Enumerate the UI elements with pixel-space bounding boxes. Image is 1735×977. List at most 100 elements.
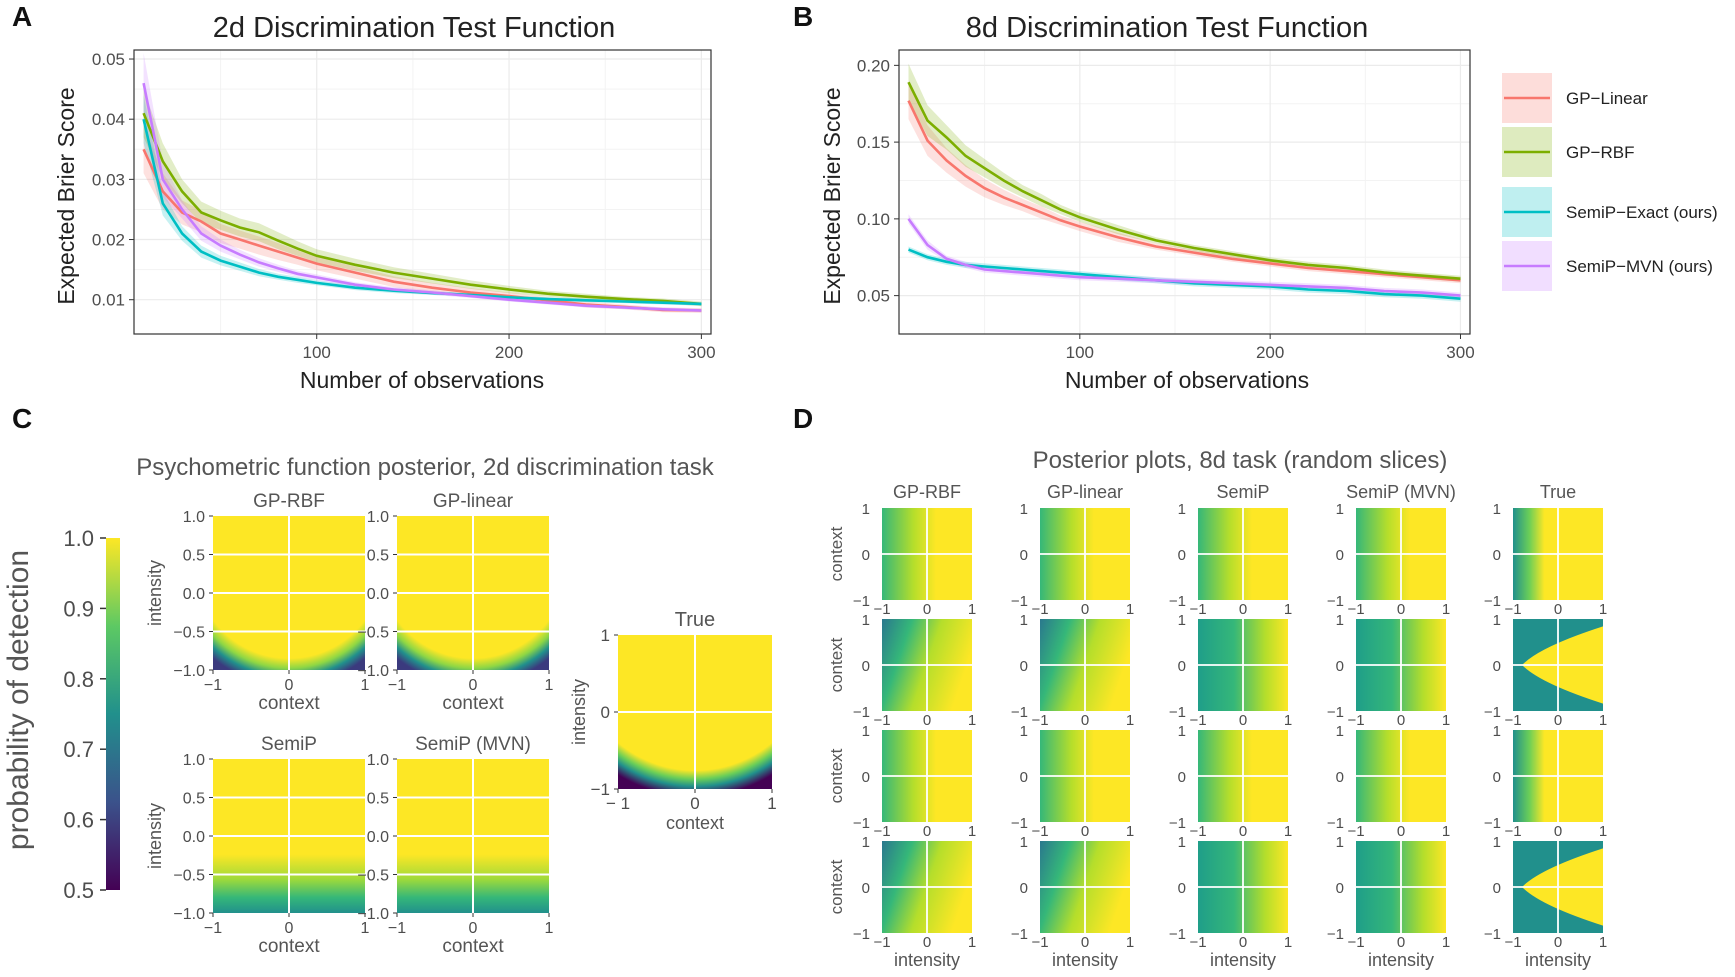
panel-d-grid: GP-RBF GP-linear SemiP SemiP (MVN) True conte… — [827, 482, 1607, 970]
panel-d-row-ylabel: context — [827, 748, 846, 803]
panel-d-cell: 1 0 −1 −1 0 1 — [1327, 501, 1450, 618]
panel-d-xlabel: intensity — [1368, 950, 1434, 970]
panel-d-x-tick-label: 0 — [1239, 934, 1247, 951]
panel-c-y-tick-label: 1.0 — [367, 509, 389, 526]
panel-d-x-tick-label: 1 — [1126, 823, 1134, 840]
panel-d-x-tick-label: 1 — [1599, 934, 1607, 951]
panel-d-y-tick-label: −1 — [1327, 815, 1344, 832]
panel-a-title: 2d Discrimination Test Function — [213, 12, 615, 44]
panel-d-x-tick-label: 0 — [1239, 712, 1247, 729]
panel-d-y-tick-label: 0 — [1020, 880, 1028, 897]
panel-d-xlabel: intensity — [1052, 950, 1118, 970]
panel-d-x-tick-label: 1 — [1599, 601, 1607, 618]
panel-d-y-tick-label: −1 — [1169, 926, 1186, 943]
panel-a-letter: A — [12, 1, 32, 32]
panel-d-y-tick-label: 0 — [862, 769, 870, 786]
panel-a-plot-border — [133, 49, 712, 335]
panel-d-x-tick-label: 1 — [1284, 712, 1292, 729]
panel-a-y-tick-label: 0.02 — [92, 231, 125, 250]
panel-d-x-tick-label: −1 — [1189, 601, 1206, 618]
panel-d-cell: 1 0 −1 −1 0 1 — [1011, 612, 1134, 729]
panel-d-x-tick-label: 1 — [1126, 601, 1134, 618]
panel-a-xlabel: Number of observations — [300, 367, 544, 393]
panel-c-x-tick-label: −1 — [204, 677, 222, 694]
panel-d-y-tick-label: 0 — [1493, 769, 1501, 786]
panel-d-cell: 1 0 −1 −1 0 1 — [1484, 723, 1607, 840]
panel-d-x-tick-label: −1 — [1189, 712, 1206, 729]
panel-d-x-tick-label: 1 — [1126, 934, 1134, 951]
panel-d-y-tick-label: 0 — [1020, 547, 1028, 564]
panel-c-x-tick-label: 0 — [469, 677, 478, 694]
panel-d-y-tick-label: 0 — [1493, 547, 1501, 564]
panel-d-x-tick-label: 1 — [1442, 712, 1450, 729]
panel-d-y-tick-label: −1 — [1484, 926, 1501, 943]
panel-d-y-tick-label: −1 — [853, 926, 870, 943]
panel-c-y-tick-label: 1.0 — [183, 509, 205, 526]
panel-d-y-tick-label: 0 — [1178, 547, 1186, 564]
panel-d-x-tick-label: 0 — [923, 601, 931, 618]
panel-d-y-tick-label: −1 — [1011, 815, 1028, 832]
panel-d-x-tick-label: −1 — [1347, 823, 1364, 840]
panel-c-y-tick-label: −1.0 — [173, 663, 205, 680]
panel-d-x-tick-label: 0 — [1081, 712, 1089, 729]
panel-d-y-tick-label: 0 — [1178, 769, 1186, 786]
panel-b-ylabel: Expected Brier Score — [819, 87, 845, 304]
panel-d-y-tick-label: 0 — [1020, 769, 1028, 786]
panel-d-xlabel: intensity — [1210, 950, 1276, 970]
panel-d-x-tick-label: −1 — [1504, 934, 1521, 951]
panel-d-x-tick-label: 0 — [1397, 934, 1405, 951]
panel-b-x-tick-label: 100 — [1066, 343, 1094, 362]
colorbar-tick-label: 0.5 — [63, 878, 94, 903]
panel-d-x-tick-label: 0 — [1239, 823, 1247, 840]
panel-d-x-tick-label: −1 — [1504, 601, 1521, 618]
panel-c-true-title: True — [675, 609, 715, 631]
panel-d-y-tick-label: 1 — [1336, 612, 1344, 629]
colorbar-gradient — [106, 538, 120, 890]
panel-d-column-title-1: GP-linear — [1047, 482, 1123, 502]
colorbar-tick-label: 1.0 — [63, 526, 94, 551]
panel-b-xlabel: Number of observations — [1065, 367, 1309, 393]
panel-d-y-tick-label: 1 — [1336, 501, 1344, 518]
panel-d-y-tick-label: 0 — [1336, 658, 1344, 675]
panel-d-y-tick-label: −1 — [1169, 704, 1186, 721]
panel-c-x-tick-label: 0 — [285, 677, 294, 694]
panel-c-y-tick-label: −1.0 — [173, 906, 205, 923]
panel-c-x-tick-label: 1 — [545, 677, 554, 694]
panel-b-plot: 100 200 300 0.05 0.10 0.15 0.20 — [857, 49, 1475, 362]
panel-c-y-tick-label: 0.5 — [183, 791, 205, 808]
panel-a-y-tick-label: 0.05 — [92, 50, 125, 69]
panel-d-x-tick-label: 0 — [1397, 712, 1405, 729]
panel-d-y-tick-label: −1 — [853, 815, 870, 832]
panel-d-row-ylabel: context — [827, 859, 846, 914]
panel-d-x-tick-label: 1 — [1442, 823, 1450, 840]
panel-b-y-tick-label: 0.05 — [857, 287, 890, 306]
panel-c-y-tick-label: −1.0 — [357, 906, 389, 923]
panel-d-cell: 1 0 −1 −1 0 1 — [1169, 723, 1292, 840]
panel-d-y-tick-label: 1 — [1493, 501, 1501, 518]
panel-d-cell: 1 0 −1 −1 0 1 — [1011, 723, 1134, 840]
panel-d: D Posterior plots, 8d task (random slice… — [793, 403, 1607, 970]
panel-d-y-tick-label: −1 — [853, 593, 870, 610]
panel-b: B 8d Discrimination Test Function 100 200… — [793, 1, 1475, 393]
panel-c-x-tick-label: −1 — [388, 920, 406, 937]
panel-c-xlabel: context — [442, 936, 504, 957]
panel-d-cell: 1 0 −1 −1 0 1 — [1169, 612, 1292, 729]
panel-b-y-tick-label: 0.20 — [857, 56, 890, 75]
panel-d-x-tick-label: −1 — [873, 823, 890, 840]
panel-d-x-tick-label: −1 — [1504, 712, 1521, 729]
panel-d-x-tick-label: −1 — [1347, 601, 1364, 618]
panel-c-y-tick-label: 0.5 — [183, 548, 205, 565]
panel-c-heatmap-title-2: SemiP — [261, 734, 317, 755]
panel-d-x-tick-label: −1 — [873, 712, 890, 729]
panel-d-cell: 1 0 −1 −1 0 1 — [853, 612, 976, 729]
panel-d-cell: 1 0 −1 −1 0 1 — [1484, 501, 1607, 618]
panel-c-title: Psychometric function posterior, 2d disc… — [136, 454, 715, 481]
panel-d-x-tick-label: 0 — [1081, 823, 1089, 840]
panel-b-series-line-3 — [907, 218, 1461, 297]
panel-d-cell: 1 0 −1 −1 0 1 — [1011, 501, 1134, 618]
panel-d-y-tick-label: 1 — [1178, 501, 1186, 518]
panel-a-series-line-1 — [142, 112, 702, 306]
panel-a-x-tick-label: 100 — [303, 343, 331, 362]
panel-c-y-tick-label: −0.5 — [173, 625, 205, 642]
